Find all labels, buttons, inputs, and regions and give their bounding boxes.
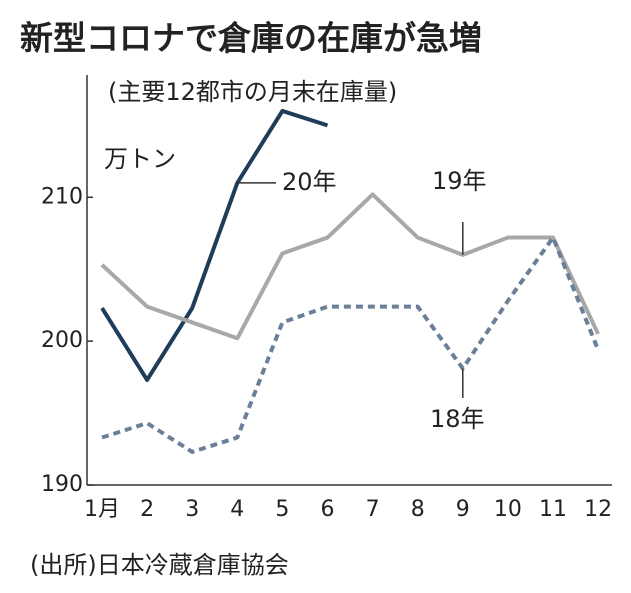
x-tick-label: 8 xyxy=(411,497,425,522)
chart-title: 新型コロナで倉庫の在庫が急増 xyxy=(20,19,482,58)
x-tick-label: 2 xyxy=(140,497,154,522)
x-tick-label: 6 xyxy=(321,497,335,522)
source: (出所)日本冷蔵倉庫協会 xyxy=(30,551,289,579)
line-series xyxy=(100,192,600,341)
x-tick-label: 5 xyxy=(275,497,289,522)
x-tick-label: 9 xyxy=(456,497,470,522)
x-tick-label: 1月 xyxy=(84,497,120,522)
unit-label: 万トン xyxy=(104,145,176,173)
y-tick-label: 210 xyxy=(41,184,83,209)
x-tick-label: 10 xyxy=(494,497,522,522)
series-label: 18年 xyxy=(430,405,485,433)
y-tick-label: 200 xyxy=(41,328,83,353)
series-label: 19年 xyxy=(432,167,487,195)
x-tick-label: 3 xyxy=(185,497,199,522)
x-tick-label: 4 xyxy=(230,497,244,522)
series-label: 20年 xyxy=(282,168,337,196)
line-series xyxy=(100,108,329,382)
line-series xyxy=(101,235,600,454)
y-tick-label: 190 xyxy=(41,472,83,497)
x-tick-label: 12 xyxy=(584,497,612,522)
x-tick-label: 7 xyxy=(366,497,380,522)
x-tick-label: 11 xyxy=(539,497,567,522)
chart-subtitle: (主要12都市の月末在庫量) xyxy=(108,78,397,106)
